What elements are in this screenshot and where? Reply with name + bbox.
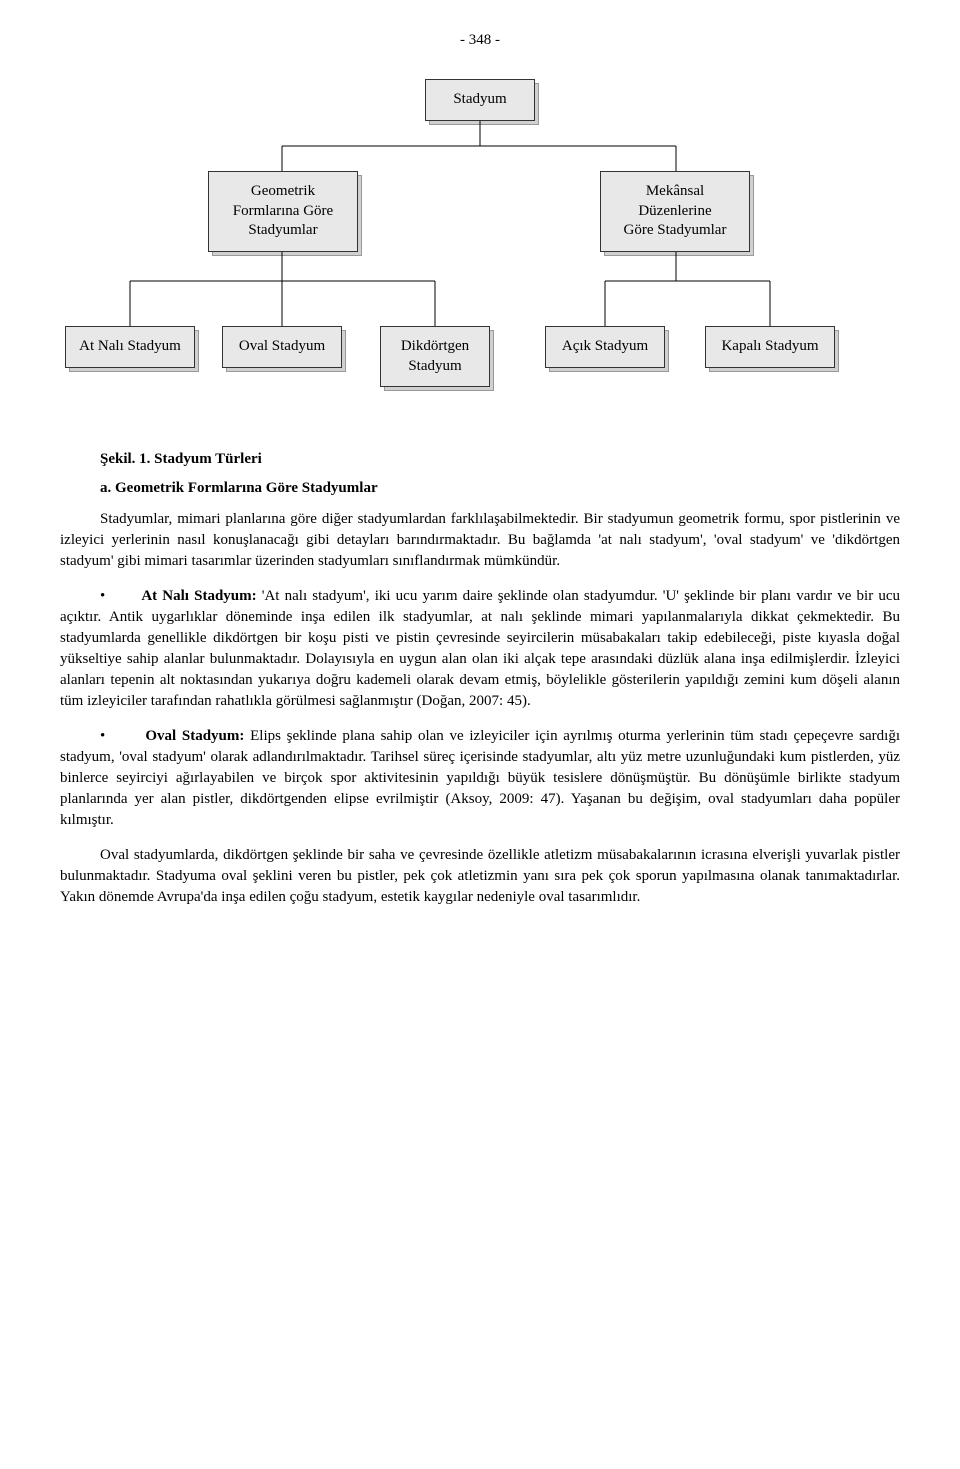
stadium-type-chart: Stadyum GeometrikFormlarına GöreStadyuml… [60, 71, 900, 431]
node-geometric-label: GeometrikFormlarına GöreStadyumlar [208, 171, 358, 252]
node-horseshoe-label: At Nalı Stadyum [65, 326, 195, 368]
paragraph-oval-extra: Oval stadyumlarda, dikdörtgen şeklinde b… [60, 845, 900, 908]
figure-caption: Şekil. 1. Stadyum Türleri [100, 449, 900, 470]
node-closed-label: Kapalı Stadyum [705, 326, 835, 368]
node-spatial-label: MekânsalDüzenlerineGöre Stadyumlar [600, 171, 750, 252]
node-spatial: MekânsalDüzenlerineGöre Stadyumlar [600, 171, 750, 252]
paragraph-horseshoe: • At Nalı Stadyum: 'At nalı stadyum', ik… [60, 586, 900, 712]
node-closed: Kapalı Stadyum [705, 326, 835, 368]
node-oval: Oval Stadyum [222, 326, 342, 368]
node-rectangle: DikdörtgenStadyum [380, 326, 490, 387]
node-root-label: Stadyum [425, 79, 535, 121]
node-open-label: Açık Stadyum [545, 326, 665, 368]
node-root: Stadyum [425, 79, 535, 121]
node-open: Açık Stadyum [545, 326, 665, 368]
node-horseshoe: At Nalı Stadyum [65, 326, 195, 368]
node-oval-label: Oval Stadyum [222, 326, 342, 368]
node-rectangle-label: DikdörtgenStadyum [380, 326, 490, 387]
node-geometric: GeometrikFormlarına GöreStadyumlar [208, 171, 358, 252]
bullet-horseshoe-lead: At Nalı Stadyum: [141, 588, 256, 604]
page-number: - 348 - [60, 30, 900, 51]
bullet-oval-lead: Oval Stadyum: [145, 728, 244, 744]
paragraph-oval: • Oval Stadyum: Elips şeklinde plana sah… [60, 726, 900, 831]
bullet-horseshoe-body: 'At nalı stadyum', iki ucu yarım daire ş… [60, 588, 900, 709]
paragraph-intro: Stadyumlar, mimari planlarına göre diğer… [60, 509, 900, 572]
section-heading: a. Geometrik Formlarına Göre Stadyumlar [100, 478, 900, 499]
